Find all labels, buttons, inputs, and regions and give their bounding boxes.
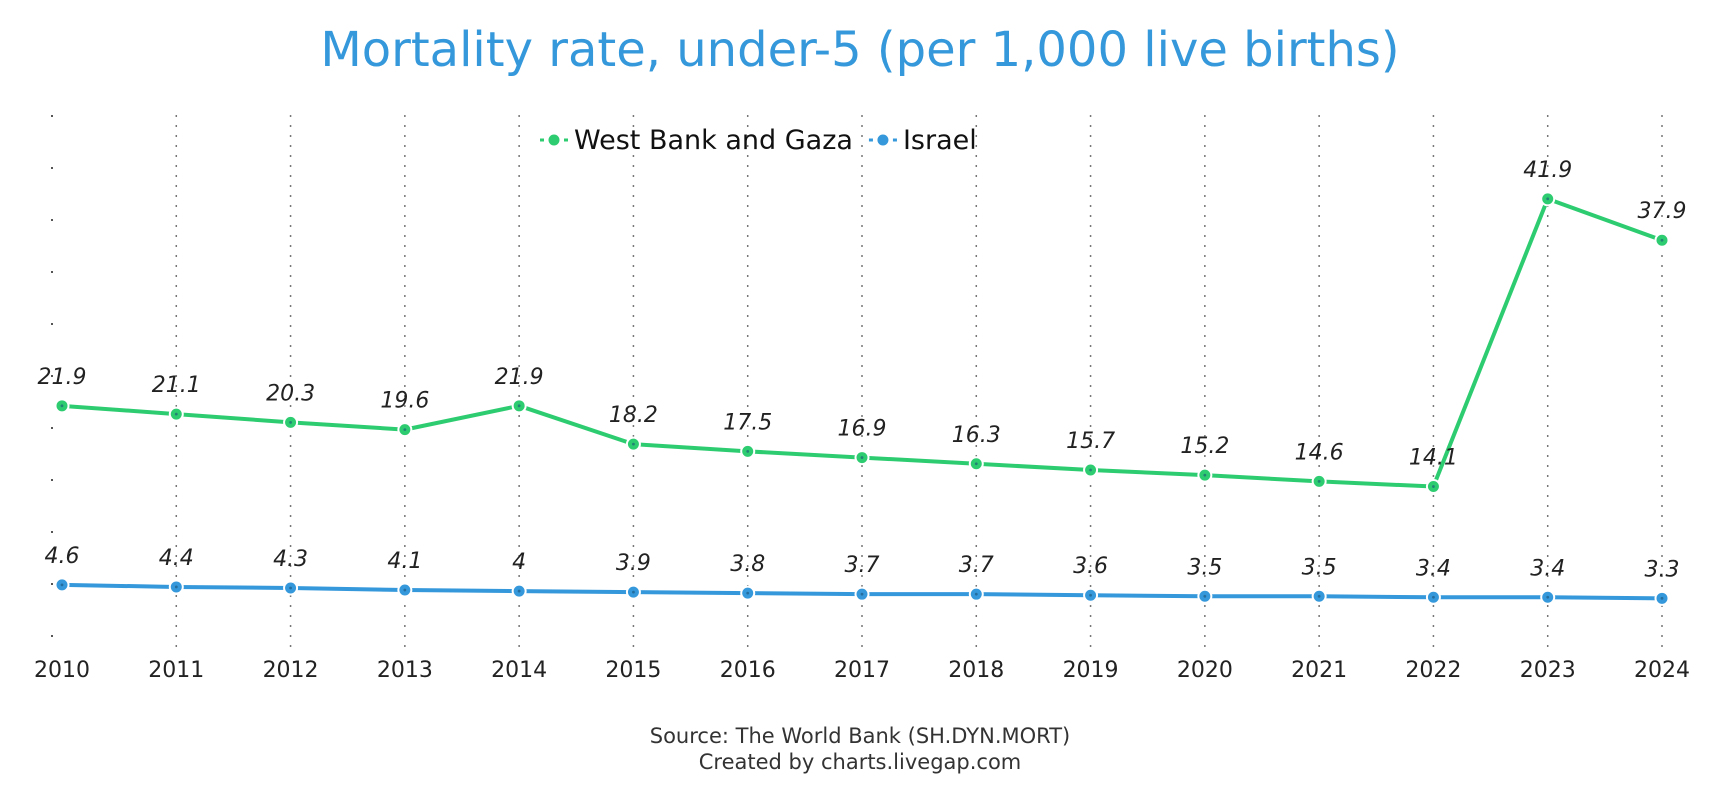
data-point-center: [1317, 479, 1321, 483]
x-tick-label: 2013: [377, 658, 433, 683]
data-label: 3.8: [730, 552, 765, 577]
legend-swatch-marker: [546, 132, 562, 148]
x-tick-label: 2020: [1177, 658, 1233, 683]
data-point-center: [60, 404, 64, 408]
legend-label: West Bank and Gaza: [574, 125, 853, 156]
data-point-center: [517, 589, 521, 593]
data-label: 3.4: [1530, 556, 1565, 581]
data-label: 19.6: [380, 389, 429, 414]
x-tick-label: 2018: [948, 658, 1004, 683]
series-0: 21.9 21.1 20.3 19.6 21.9 18.2 17.5 16.9 16.3 15.7…: [38, 158, 1687, 495]
legend-item-1[interactable]: Israel: [868, 125, 977, 156]
data-label: 14.1: [1409, 446, 1458, 471]
x-tick-label: 2023: [1520, 658, 1576, 683]
data-point-center: [1432, 485, 1435, 488]
data-point-center: [974, 592, 978, 596]
x-tick-label: 2014: [491, 658, 547, 683]
x-tick-label: 2019: [1063, 658, 1119, 683]
data-label: 3.5: [1302, 555, 1337, 580]
data-point-center: [289, 420, 292, 424]
series-1: 4.6 4.4 4.3 4.1 4 3.9 3.8 3.7 3.7 3.6 3.5 3.5 3.4 3.4…: [45, 544, 1680, 606]
data-point-center: [1203, 473, 1207, 477]
data-point-center: [1089, 593, 1092, 597]
data-point-center: [403, 428, 407, 432]
data-point-center: [403, 588, 407, 592]
data-point-center: [60, 583, 64, 587]
x-tick-label: 2012: [263, 658, 319, 683]
x-tick-label: 2017: [834, 658, 890, 683]
data-label: 15.7: [1066, 429, 1115, 454]
data-point-center: [289, 586, 292, 590]
data-label: 41.9: [1523, 158, 1572, 183]
data-point-center: [1546, 197, 1550, 201]
legend[interactable]: West Bank and Gaza Israel: [540, 125, 977, 156]
x-tick-label: 2022: [1405, 658, 1461, 683]
data-point-center: [1203, 594, 1207, 598]
data-label: 21.9: [38, 365, 87, 390]
x-tick-label: 2015: [605, 658, 661, 683]
data-point-center: [1432, 595, 1435, 599]
chart-title: Mortality rate, under-5 (per 1,000 live …: [320, 22, 1400, 78]
x-tick-label: 2021: [1291, 658, 1347, 683]
data-label: 3.5: [1187, 555, 1222, 580]
legend-swatch-marker: [875, 132, 891, 148]
data-point-center: [746, 449, 750, 453]
data-label: 18.2: [609, 403, 658, 428]
data-point-center: [632, 442, 635, 446]
x-axis: 2010 2011 2012 2013 2014 2015 2016 2017 2018 2019…: [34, 658, 1690, 683]
data-label: 3.3: [1645, 557, 1680, 582]
data-label: 17.5: [723, 410, 772, 435]
data-label: 15.2: [1180, 434, 1229, 459]
data-label: 16.3: [952, 423, 1001, 448]
data-label: 4: [512, 550, 526, 575]
data-label: 3.6: [1073, 554, 1108, 579]
x-tick-label: 2010: [34, 658, 90, 683]
data-label: 3.7: [845, 553, 880, 578]
legend-label: Israel: [903, 125, 977, 156]
data-label: 21.9: [495, 365, 544, 390]
data-label: 20.3: [266, 381, 315, 406]
data-label: 4.4: [159, 546, 194, 571]
source-text: Source: The World Bank (SH.DYN.MORT): [649, 724, 1071, 748]
x-tick-label: 2016: [720, 658, 776, 683]
data-label: 4.1: [387, 549, 422, 574]
data-point-center: [860, 592, 864, 596]
legend-item-0[interactable]: West Bank and Gaza: [540, 125, 853, 156]
data-point-center: [1660, 238, 1664, 242]
data-label: 4.3: [273, 547, 308, 572]
data-label: 14.6: [1295, 440, 1344, 465]
data-point-center: [1089, 468, 1092, 472]
data-label: 21.1: [152, 373, 201, 398]
data-label: 3.7: [959, 553, 994, 578]
data-point-center: [746, 591, 750, 595]
data-point-center: [1317, 594, 1321, 598]
data-point-center: [174, 412, 178, 416]
series-group: 21.9 21.1 20.3 19.6 21.9 18.2 17.5 16.9 16.3 15.7…: [38, 158, 1687, 606]
data-label: 3.4: [1416, 556, 1451, 581]
data-label: 16.9: [838, 417, 887, 442]
data-point-center: [517, 404, 521, 408]
data-label: 4.6: [45, 544, 80, 569]
data-point-center: [1660, 596, 1664, 600]
series-line: [60, 196, 1664, 489]
data-point-center: [974, 462, 978, 466]
data-point-center: [1546, 595, 1550, 599]
x-tick-label: 2024: [1634, 658, 1690, 683]
data-point-center: [632, 590, 635, 594]
data-point-center: [174, 585, 178, 589]
credit-text: Created by charts.livegap.com: [698, 750, 1022, 774]
data-label: 3.9: [616, 551, 651, 576]
x-tick-label: 2011: [148, 658, 204, 683]
data-label: 37.9: [1638, 199, 1687, 224]
data-point-center: [860, 456, 864, 459]
